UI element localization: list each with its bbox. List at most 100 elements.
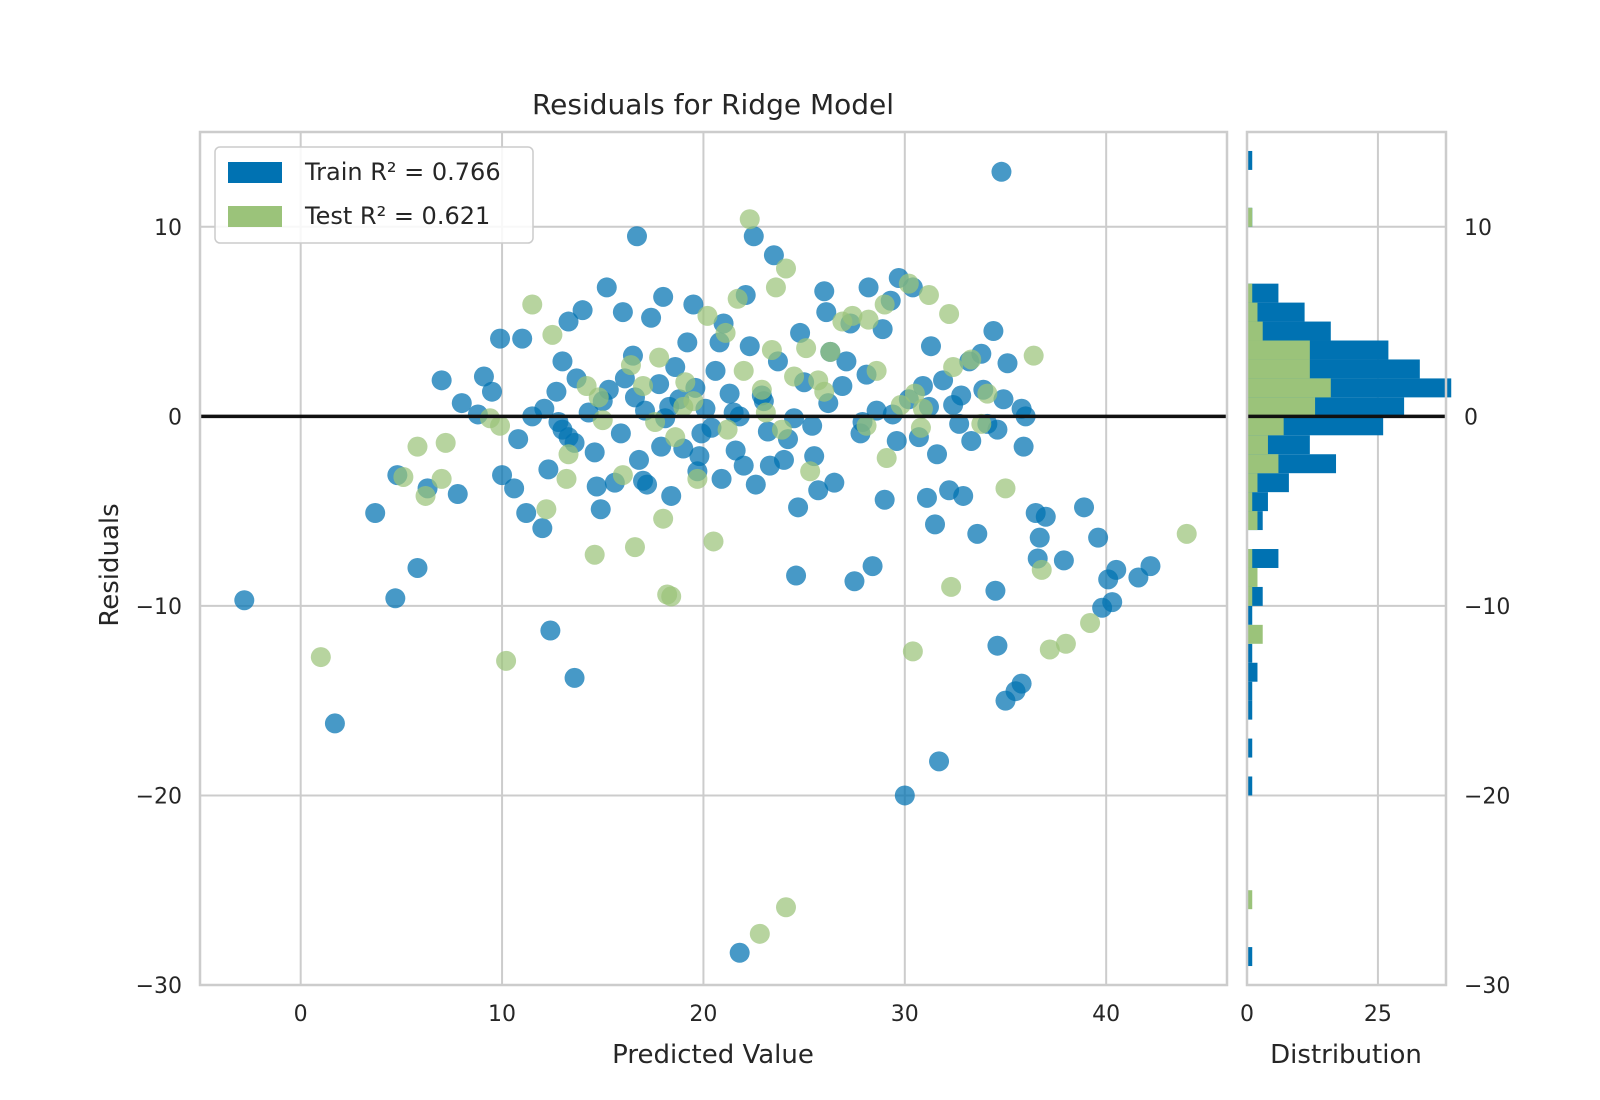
test-point (542, 324, 563, 345)
train-point (689, 446, 710, 467)
test-point (1039, 639, 1060, 660)
train-point (584, 442, 605, 463)
train-point (451, 393, 472, 414)
train-point (927, 444, 948, 465)
train-histogram-bar (1248, 947, 1253, 967)
x-tick-label: 0 (294, 1002, 308, 1027)
train-point (711, 468, 732, 489)
train-point (651, 436, 672, 457)
train-point (832, 376, 853, 397)
train-point (691, 423, 712, 444)
train-point (512, 328, 533, 349)
train-point (677, 332, 698, 353)
test-point (490, 415, 511, 436)
train-point (983, 321, 1004, 342)
test-point (592, 410, 613, 431)
test-point (890, 394, 911, 415)
test-point (715, 322, 736, 343)
train-point (723, 402, 744, 423)
train-point (916, 487, 937, 508)
train-point (872, 319, 893, 340)
train-point (516, 503, 537, 524)
train-point (739, 336, 760, 357)
main-plot-frame (198, 130, 1229, 987)
legend-swatch-test (228, 206, 282, 227)
train-point (862, 556, 883, 577)
test-point (435, 432, 456, 453)
test-histogram-bar (1248, 890, 1253, 910)
train-point (1102, 592, 1123, 613)
test-point (393, 466, 414, 487)
distribution-y-tick-label: 0 (1464, 405, 1478, 430)
x-tick-label: 20 (689, 1002, 717, 1027)
test-histogram-bar (1248, 492, 1253, 512)
train-point (385, 588, 406, 609)
train-point (949, 413, 970, 434)
train-point (1013, 436, 1034, 457)
y-tick-label: 0 (168, 405, 182, 430)
legend-label-train: Train R² = 0.766 (304, 158, 501, 186)
test-histogram-bar (1248, 416, 1284, 436)
main-plot-points (234, 161, 1197, 963)
test-point (661, 586, 682, 607)
test-point (775, 897, 796, 918)
test-point (1031, 559, 1052, 580)
test-histogram-bar (1248, 624, 1263, 644)
train-point (572, 300, 593, 321)
train-point (886, 430, 907, 451)
train-point (719, 383, 740, 404)
train-point (407, 557, 428, 578)
test-point (784, 366, 805, 387)
train-point (492, 465, 513, 486)
test-point (733, 360, 754, 381)
train-point (993, 389, 1014, 410)
test-point (653, 508, 674, 529)
distribution-y-tick-label: −30 (1464, 974, 1510, 999)
legend-box (214, 146, 534, 244)
train-point (659, 396, 680, 417)
test-histogram-bar (1248, 473, 1258, 493)
train-point (610, 423, 631, 444)
test-point (943, 357, 964, 378)
test-point (941, 576, 962, 597)
legend-label-test: Test R² = 0.621 (304, 202, 490, 230)
test-point (522, 294, 543, 315)
train-histogram-bar (1248, 150, 1253, 170)
test-point (771, 419, 792, 440)
test-point (612, 465, 633, 486)
test-point (624, 537, 645, 558)
train-point (1106, 559, 1127, 580)
test-point (576, 376, 597, 397)
train-point (447, 484, 468, 505)
train-point (824, 472, 845, 493)
test-point (665, 427, 686, 448)
train-point (987, 419, 1008, 440)
train-point (665, 357, 686, 378)
train-point (552, 351, 573, 372)
train-point (431, 370, 452, 391)
y-axis-label: Residuals (95, 503, 125, 626)
test-point (431, 468, 452, 489)
test-point (407, 436, 428, 457)
train-histogram-bar (1248, 605, 1253, 625)
train-point (558, 311, 579, 332)
train-point (596, 277, 617, 298)
test-point (697, 305, 718, 326)
train-point (961, 430, 982, 451)
train-point (538, 459, 559, 480)
test-point (939, 303, 960, 324)
train-point (705, 360, 726, 381)
y-tick-label: −10 (136, 595, 182, 620)
train-point (951, 385, 972, 406)
test-point (898, 273, 919, 294)
test-point (904, 383, 925, 404)
train-point (612, 302, 633, 323)
train-point (564, 667, 585, 688)
train-histogram-bar (1248, 738, 1253, 758)
train-point (365, 503, 386, 524)
distribution-axis-label: Distribution (1270, 1040, 1422, 1070)
test-point (874, 294, 895, 315)
train-histogram-bar (1248, 643, 1253, 663)
distribution-y-tick-label: −20 (1464, 784, 1510, 809)
